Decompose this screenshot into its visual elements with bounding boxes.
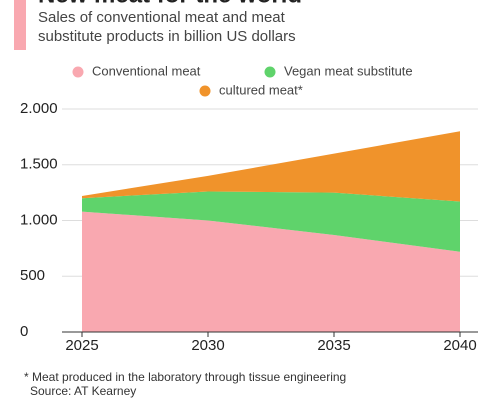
area (82, 211, 460, 332)
y-tick-label: 1.000 (20, 211, 58, 228)
source: Source: AT Kearney (30, 384, 136, 398)
y-tick-label: 500 (20, 267, 45, 284)
y-tick-label: 2.000 (20, 100, 58, 117)
legend-label: cultured meat* (219, 82, 303, 97)
x-tick-label: 2040 (443, 337, 476, 354)
footnote: * Meat produced in the laboratory throug… (24, 370, 346, 384)
x-tick-label: 2035 (317, 337, 350, 354)
x-tick-label: 2025 (65, 337, 98, 354)
area (82, 191, 460, 252)
subtitle-line: Sales of conventional meat and meat (38, 9, 286, 26)
legend-label: Conventional meat (92, 63, 201, 78)
chart-title: New meat for the world (38, 0, 302, 8)
legend-label: Vegan meat substitute (284, 63, 413, 78)
y-tick-label: 1.500 (20, 156, 58, 173)
subtitle-line: substitute products in billion US dollar… (38, 28, 296, 45)
legend-swatch (199, 85, 211, 97)
y-tick-label: 0 (20, 323, 28, 340)
legend-swatch (72, 66, 84, 78)
area (82, 131, 460, 202)
title-accent (14, 0, 26, 50)
x-tick-label: 2030 (191, 337, 224, 354)
legend-swatch (264, 66, 276, 78)
